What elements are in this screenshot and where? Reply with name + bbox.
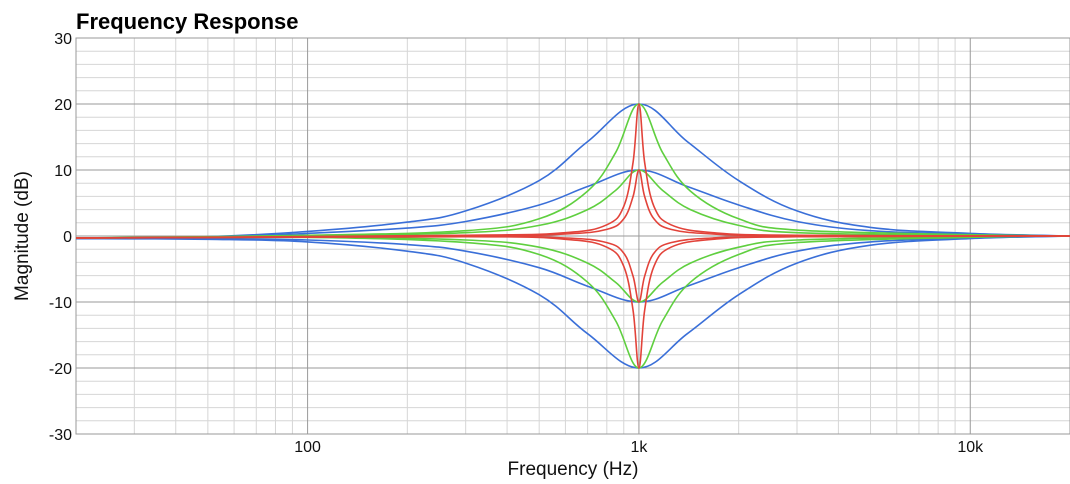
x-axis-label: Frequency (Hz) [508,459,639,480]
y-tick-label: 30 [54,31,72,48]
y-tick-label: -30 [49,427,72,444]
y-tick-label: -20 [49,361,72,378]
x-tick-labels: 100 1k 10k [294,439,984,456]
curve-red-8 [75,103,1070,239]
y-tick-labels: 30 20 10 0 -10 -20 -30 [49,31,72,444]
curve-blue-3 [75,235,1070,369]
response-curves [75,103,1070,369]
curve-blue-2 [75,235,1070,303]
x-tick-label: 10k [957,439,984,456]
curve-red-10 [75,235,1070,303]
x-tick-label: 100 [294,439,321,456]
curve-green-6 [75,235,1070,303]
curve-green-5 [75,169,1070,239]
y-tick-label: 10 [54,163,72,180]
curve-red-9 [75,169,1070,239]
y-tick-label: -10 [49,295,72,312]
curve-green-7 [75,235,1070,369]
chart-title: Frequency Response [76,9,299,34]
curve-blue-0 [75,103,1070,240]
curve-green-4 [75,103,1070,239]
curve-red-11 [75,235,1070,369]
plot-frame [75,37,1070,435]
y-axis-label: Magnitude (dB) [12,171,33,301]
y-tick-label: 20 [54,97,72,114]
curve-blue-1 [75,169,1070,240]
x-tick-label: 1k [630,439,648,456]
y-tick-label: 0 [63,229,72,246]
